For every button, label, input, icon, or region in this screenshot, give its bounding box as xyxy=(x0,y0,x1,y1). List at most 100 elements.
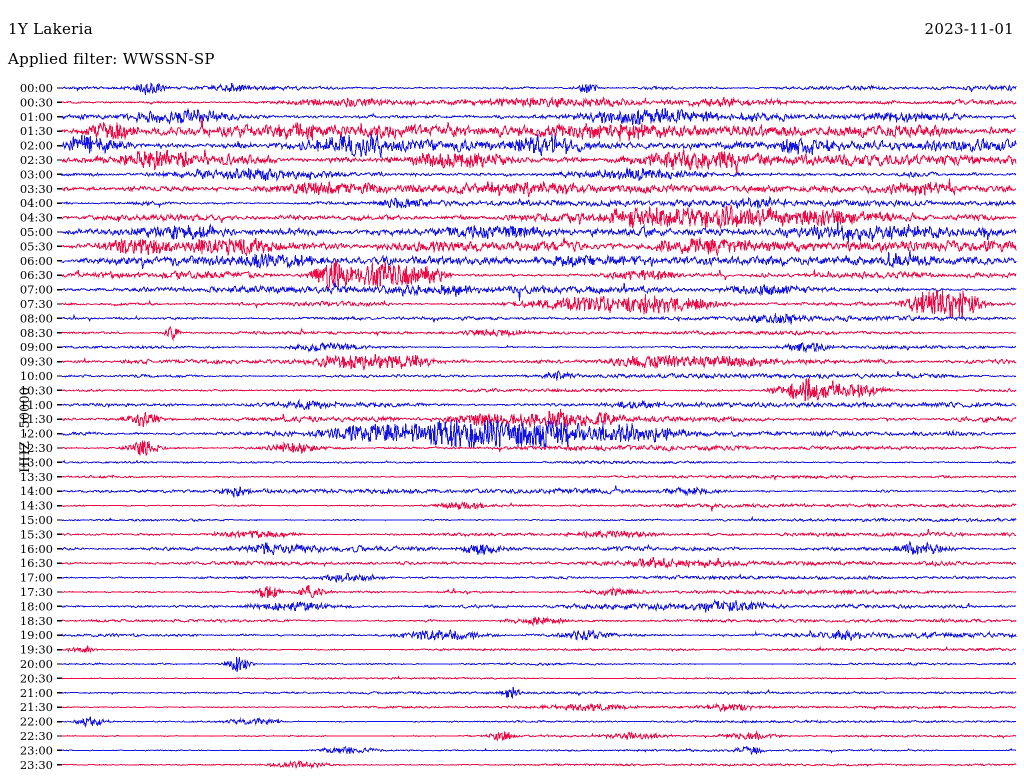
seismic-trace xyxy=(61,485,1017,499)
seismic-trace xyxy=(61,341,1017,354)
seismic-trace xyxy=(61,759,1017,770)
seismic-trace xyxy=(61,440,1017,456)
seismic-trace xyxy=(61,398,1017,411)
time-tick-label: 21:30 xyxy=(20,700,53,714)
time-tick-label: 04:30 xyxy=(20,211,53,225)
seismogram-svg: 00:0000:3001:0001:3002:0002:3003:0003:30… xyxy=(20,81,1017,772)
seismic-trace xyxy=(61,644,1017,654)
time-tick-label: 12:30 xyxy=(20,441,53,455)
time-tick-label: 08:30 xyxy=(20,326,53,340)
time-tick-label: 17:30 xyxy=(20,585,53,599)
time-tick-label: 18:30 xyxy=(20,614,53,628)
time-tick-label: 01:30 xyxy=(20,124,53,138)
time-tick-label: 04:00 xyxy=(20,196,53,210)
time-tick-label: 10:00 xyxy=(20,369,53,383)
seismic-trace xyxy=(61,419,1017,448)
time-tick-label: 03:00 xyxy=(20,167,53,181)
time-tick-label: 08:00 xyxy=(20,311,53,325)
applied-filter-label: Applied filter: WWSSN-SP xyxy=(8,50,215,68)
time-tick-label: 13:00 xyxy=(20,455,53,469)
seismic-trace xyxy=(61,540,1017,556)
time-tick-label: 22:00 xyxy=(20,715,53,729)
time-tick-label: 23:30 xyxy=(20,758,53,772)
seismic-trace xyxy=(61,261,1017,291)
seismic-trace xyxy=(61,369,1017,381)
time-tick-label: 00:00 xyxy=(20,81,53,95)
seismic-trace xyxy=(61,167,1017,182)
seismic-trace xyxy=(61,702,1017,713)
time-tick-label: 10:30 xyxy=(20,383,53,397)
seismic-trace xyxy=(61,598,1017,613)
time-tick-label: 14:30 xyxy=(20,499,53,513)
time-tick-label: 00:30 xyxy=(20,95,53,109)
time-tick-label: 16:30 xyxy=(20,556,53,570)
time-tick-label: 11:00 xyxy=(20,398,53,412)
seismic-trace xyxy=(61,378,1017,401)
seismic-trace xyxy=(61,656,1017,673)
seismic-trace xyxy=(61,529,1017,540)
seismic-trace xyxy=(61,178,1017,197)
time-tick-label: 09:30 xyxy=(20,355,53,369)
time-tick-label: 09:00 xyxy=(20,340,53,354)
time-tick-label: 16:00 xyxy=(20,542,53,556)
seismic-trace xyxy=(61,313,1017,325)
seismic-trace xyxy=(61,515,1017,523)
seismic-trace xyxy=(61,628,1017,641)
time-tick-label: 13:30 xyxy=(20,470,53,484)
seismic-trace xyxy=(61,250,1017,269)
time-tick-label: 07:30 xyxy=(20,297,53,311)
time-tick-label: 06:00 xyxy=(20,254,53,268)
time-tick-label: 18:00 xyxy=(20,599,53,613)
time-tick-label: 12:00 xyxy=(20,427,53,441)
seismic-trace xyxy=(61,204,1017,230)
time-tick-label: 02:30 xyxy=(20,153,53,167)
time-tick-label: 11:30 xyxy=(20,412,53,426)
time-tick-label: 19:30 xyxy=(20,643,53,657)
seismic-trace xyxy=(61,326,1017,342)
seismic-trace xyxy=(61,459,1017,465)
time-tick-label: 21:00 xyxy=(20,686,53,700)
seismic-trace xyxy=(61,237,1017,257)
seismic-trace xyxy=(61,281,1017,302)
seismic-trace xyxy=(61,354,1017,371)
seismic-trace xyxy=(61,675,1017,681)
seismic-trace xyxy=(61,745,1017,756)
seismic-trace xyxy=(61,556,1017,569)
time-tick-label: 03:30 xyxy=(20,182,53,196)
date-label: 2023-11-01 xyxy=(924,20,1014,38)
seismic-trace xyxy=(61,572,1017,583)
time-tick-label: 01:00 xyxy=(20,110,53,124)
time-tick-label: 14:00 xyxy=(20,484,53,498)
seismic-trace xyxy=(61,716,1017,728)
seismic-trace xyxy=(61,290,1017,318)
seismic-trace xyxy=(61,117,1017,142)
seismogram-canvas: 00:00 00:30 01:00 01:30 02:00 02:30 03:00 03:30… xyxy=(0,78,1024,778)
time-tick-label: 19:00 xyxy=(20,628,53,642)
seismic-trace xyxy=(61,616,1017,627)
time-tick-label: 05:30 xyxy=(20,239,53,253)
time-tick-label: 02:00 xyxy=(20,139,53,153)
time-tick-label: 20:00 xyxy=(20,657,53,671)
seismic-trace xyxy=(61,730,1017,742)
seismic-trace xyxy=(61,95,1017,109)
seismic-trace xyxy=(61,107,1017,126)
seismic-trace xyxy=(61,585,1017,599)
seismic-trace xyxy=(61,474,1017,482)
seismic-trace xyxy=(61,222,1017,243)
seismic-trace xyxy=(61,82,1017,95)
time-tick-label: 15:30 xyxy=(20,527,53,541)
time-tick-label: 20:30 xyxy=(20,671,53,685)
seismic-trace xyxy=(61,409,1017,428)
time-tick-label: 07:00 xyxy=(20,283,53,297)
seismic-trace xyxy=(61,195,1017,209)
station-title: 1Y Lakeria xyxy=(8,20,93,38)
seismic-trace xyxy=(61,501,1017,512)
seismic-trace xyxy=(61,687,1017,699)
time-tick-label: 23:00 xyxy=(20,743,53,757)
seismic-trace xyxy=(61,133,1017,158)
time-tick-label: 06:30 xyxy=(20,268,53,282)
time-tick-label: 22:30 xyxy=(20,729,53,743)
time-tick-label: 05:00 xyxy=(20,225,53,239)
time-tick-label: 15:00 xyxy=(20,513,53,527)
